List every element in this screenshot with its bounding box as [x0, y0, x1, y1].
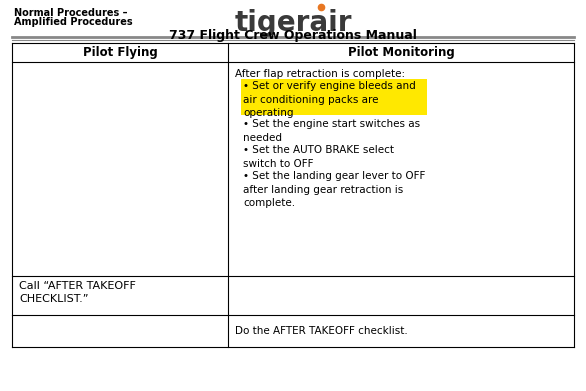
Text: 737 Flight Crew Operations Manual: 737 Flight Crew Operations Manual [169, 29, 417, 42]
Text: Call “AFTER TAKEOFF
CHECKLIST.”: Call “AFTER TAKEOFF CHECKLIST.” [19, 281, 136, 304]
Text: Pilot Monitoring: Pilot Monitoring [347, 46, 454, 59]
Text: Do the AFTER TAKEOFF checklist.: Do the AFTER TAKEOFF checklist. [235, 326, 408, 336]
Text: • Set the engine start switches as
needed: • Set the engine start switches as neede… [243, 119, 420, 143]
Text: After flap retraction is complete:: After flap retraction is complete: [235, 69, 405, 79]
Text: • Set the landing gear lever to OFF
after landing gear retraction is
complete.: • Set the landing gear lever to OFF afte… [243, 171, 425, 208]
Text: Pilot Flying: Pilot Flying [83, 46, 158, 59]
Text: Normal Procedures –: Normal Procedures – [14, 8, 128, 18]
FancyBboxPatch shape [241, 79, 427, 115]
Text: Amplified Procedures: Amplified Procedures [14, 17, 132, 27]
Text: • Set the AUTO BRAKE select
switch to OFF: • Set the AUTO BRAKE select switch to OF… [243, 145, 394, 169]
Text: • Set or verify engine bleeds and
air conditioning packs are
operating: • Set or verify engine bleeds and air co… [243, 81, 415, 118]
Text: tigerair: tigerair [234, 9, 352, 37]
